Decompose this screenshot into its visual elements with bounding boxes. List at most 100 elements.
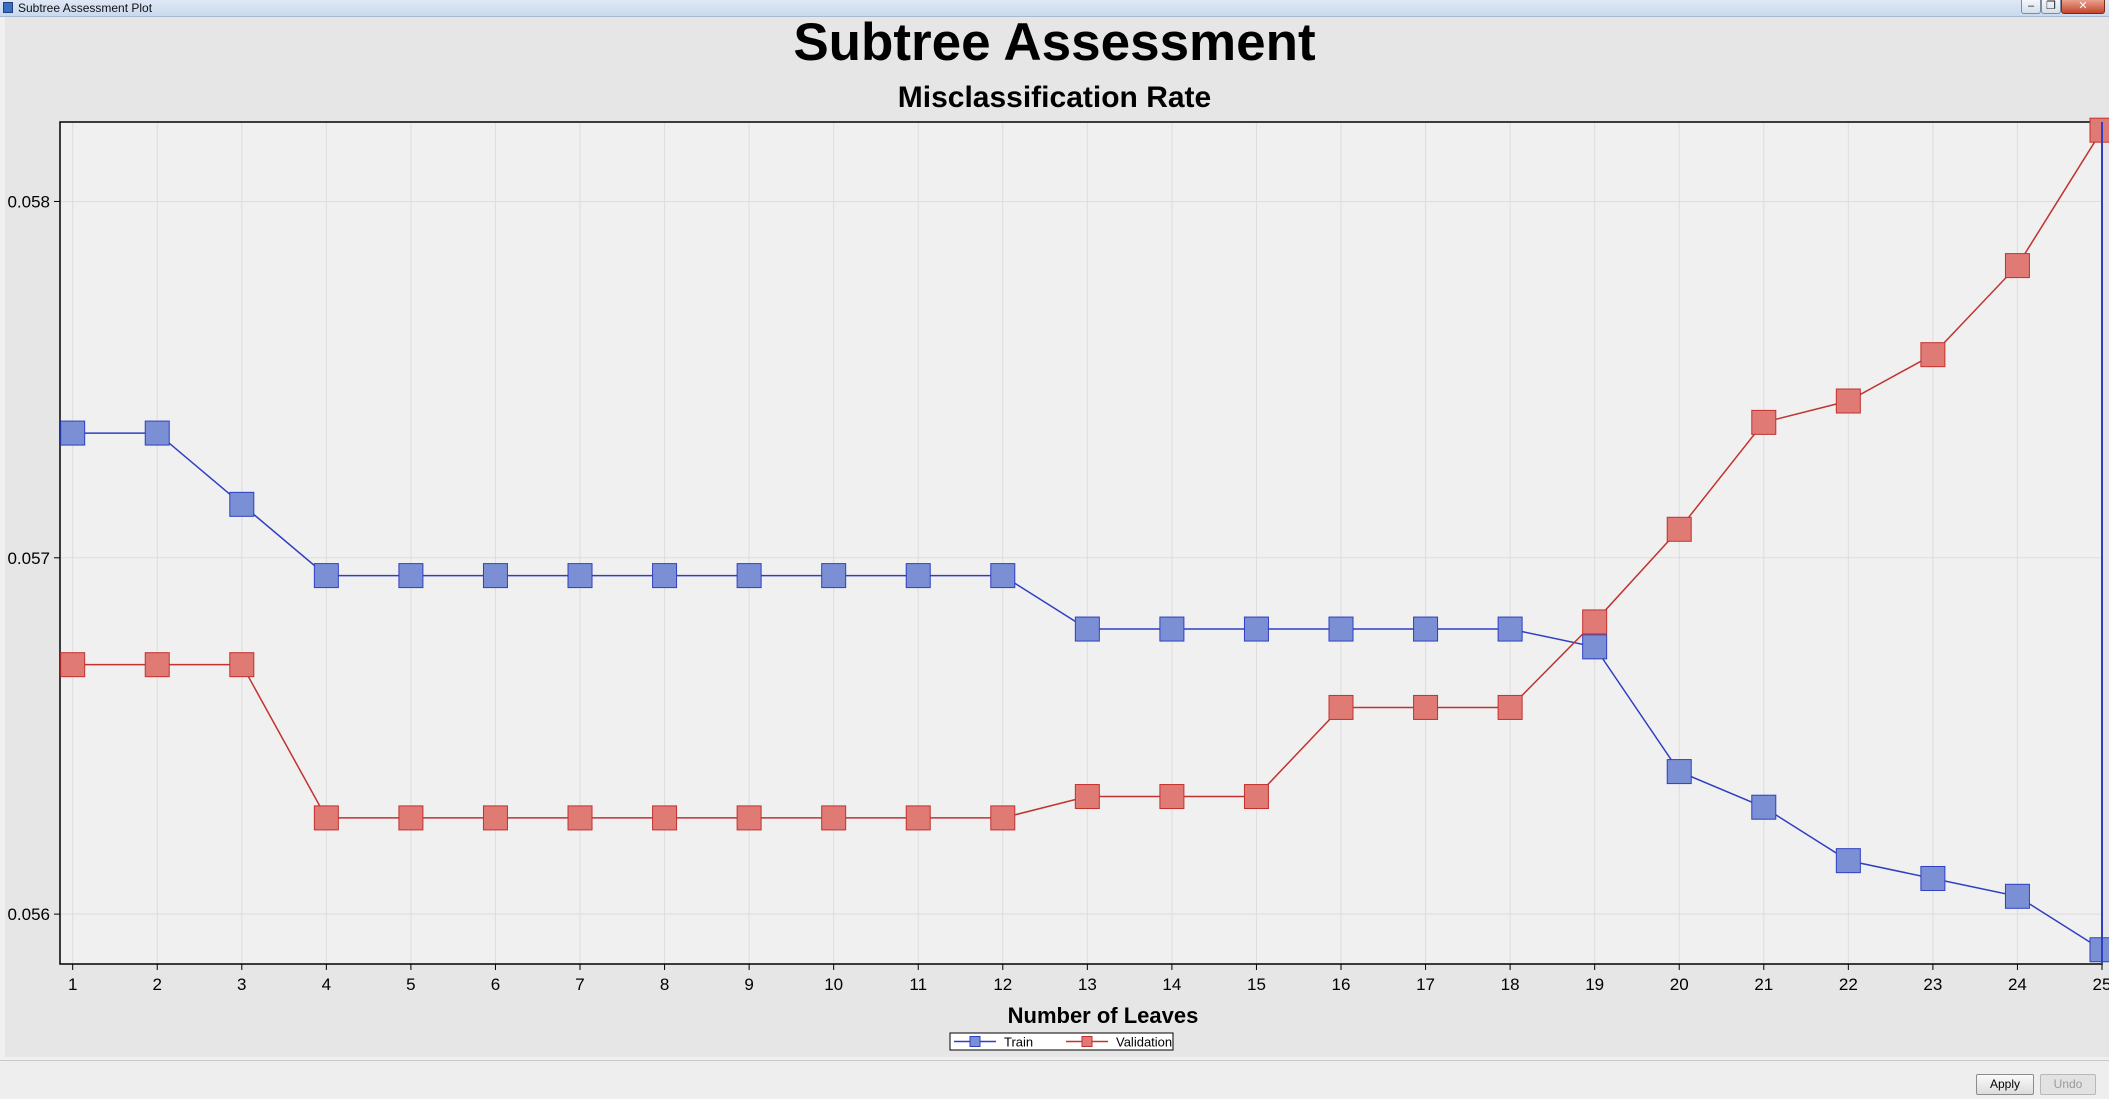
x-tick-label: 19 (1585, 975, 1604, 994)
data-point[interactable] (1666, 516, 1692, 542)
data-point[interactable] (1413, 694, 1439, 720)
data-point[interactable] (1159, 616, 1185, 642)
x-tick-label: 14 (1162, 975, 1181, 994)
data-point[interactable] (144, 652, 170, 678)
data-point[interactable] (652, 805, 678, 831)
data-point[interactable] (1582, 634, 1608, 660)
data-point[interactable] (1243, 784, 1269, 810)
data-point[interactable] (482, 563, 508, 589)
data-point[interactable] (1751, 409, 1777, 435)
legend-item-validation: Validation (1066, 1035, 1172, 1050)
minimize-icon: – (2027, 0, 2035, 12)
restore-button[interactable]: ❐ (2041, 0, 2061, 14)
x-tick-label: 5 (406, 975, 415, 994)
data-point[interactable] (1243, 616, 1269, 642)
data-point[interactable] (905, 805, 931, 831)
series-train (60, 420, 2109, 963)
restore-icon: ❐ (2046, 0, 2056, 12)
x-tick-label: 6 (491, 975, 500, 994)
data-point[interactable] (736, 805, 762, 831)
x-tick-label: 10 (824, 975, 843, 994)
data-point[interactable] (2004, 253, 2030, 279)
data-point[interactable] (60, 652, 86, 678)
data-point[interactable] (144, 420, 170, 446)
x-tick-label: 13 (1078, 975, 1097, 994)
data-point[interactable] (1074, 616, 1100, 642)
data-point[interactable] (2004, 883, 2030, 909)
data-point[interactable] (229, 652, 255, 678)
legend-marker (969, 1036, 981, 1047)
x-tick-label: 22 (1839, 975, 1858, 994)
legend: Train Validation (949, 1032, 1174, 1051)
data-point[interactable] (1413, 616, 1439, 642)
x-tick-label: 25 (2093, 975, 2109, 994)
apply-button[interactable]: Apply (1976, 1074, 2034, 1095)
x-tick-label: 15 (1247, 975, 1266, 994)
y-tick-label: 0.058 (7, 192, 50, 211)
x-tick-label: 16 (1332, 975, 1351, 994)
data-point[interactable] (567, 563, 593, 589)
grid-lines (60, 122, 2103, 964)
x-tick-label: 9 (744, 975, 753, 994)
x-axis-label: Number of Leaves (1008, 1003, 1199, 1028)
data-point[interactable] (990, 563, 1016, 589)
x-tick-label: 7 (575, 975, 584, 994)
window-title: Subtree Assessment Plot (18, 1, 153, 15)
data-point[interactable] (1835, 388, 1861, 414)
data-point[interactable] (313, 563, 339, 589)
x-tick-label: 23 (1923, 975, 1942, 994)
data-point[interactable] (652, 563, 678, 589)
data-point[interactable] (60, 420, 86, 446)
x-tick-label: 8 (660, 975, 669, 994)
data-point[interactable] (229, 491, 255, 517)
data-point[interactable] (2089, 937, 2109, 963)
legend-marker (1081, 1036, 1093, 1047)
close-icon: ✕ (2078, 0, 2088, 12)
undo-button[interactable]: Undo (2040, 1074, 2096, 1095)
data-point[interactable] (1751, 794, 1777, 820)
x-tick-label: 4 (322, 975, 331, 994)
data-point[interactable] (2089, 117, 2109, 143)
data-point[interactable] (1497, 616, 1523, 642)
data-point[interactable] (1835, 848, 1861, 874)
data-point[interactable] (1920, 865, 1946, 891)
data-point[interactable] (905, 563, 931, 589)
data-point[interactable] (990, 805, 1016, 831)
data-point[interactable] (1328, 616, 1354, 642)
data-point[interactable] (821, 563, 847, 589)
data-point[interactable] (1074, 784, 1100, 810)
data-point[interactable] (567, 805, 593, 831)
data-point[interactable] (1666, 759, 1692, 785)
data-point[interactable] (482, 805, 508, 831)
data-point[interactable] (398, 563, 424, 589)
x-tick-label: 21 (1754, 975, 1773, 994)
x-tick-label: 18 (1501, 975, 1520, 994)
data-point[interactable] (736, 563, 762, 589)
x-tick-label: 3 (237, 975, 246, 994)
y-tick-label: 0.057 (7, 549, 50, 568)
bottom-toolbar: Apply Undo (0, 1060, 2109, 1099)
x-tick-label: 12 (993, 975, 1012, 994)
legend-label: Train (1004, 1035, 1033, 1050)
close-button[interactable]: ✕ (2061, 0, 2105, 14)
data-point[interactable] (398, 805, 424, 831)
x-tick-label: 17 (1416, 975, 1435, 994)
data-point[interactable] (1582, 609, 1608, 635)
data-point[interactable] (1497, 694, 1523, 720)
minimize-button[interactable]: – (2021, 0, 2041, 14)
x-tick-label: 20 (1670, 975, 1689, 994)
data-point[interactable] (1920, 342, 1946, 368)
data-point[interactable] (1328, 694, 1354, 720)
subtree-assessment-chart: 1 2 3 4 5 6 7 8 9 10 11 12 13 14 15 16 17 18 19 20 21 22 23 24 2… (7, 117, 2109, 1051)
y-tick-label: 0.056 (7, 905, 50, 924)
legend-label: Validation (1116, 1035, 1172, 1050)
x-tick-label: 1 (68, 975, 77, 994)
data-point[interactable] (313, 805, 339, 831)
legend-box (949, 1032, 1174, 1051)
legend-item-train: Train (954, 1035, 1033, 1050)
data-point[interactable] (1159, 784, 1185, 810)
x-tick-label: 11 (909, 975, 927, 994)
data-point[interactable] (821, 805, 847, 831)
plot-area (60, 122, 2102, 964)
series (60, 117, 2109, 964)
